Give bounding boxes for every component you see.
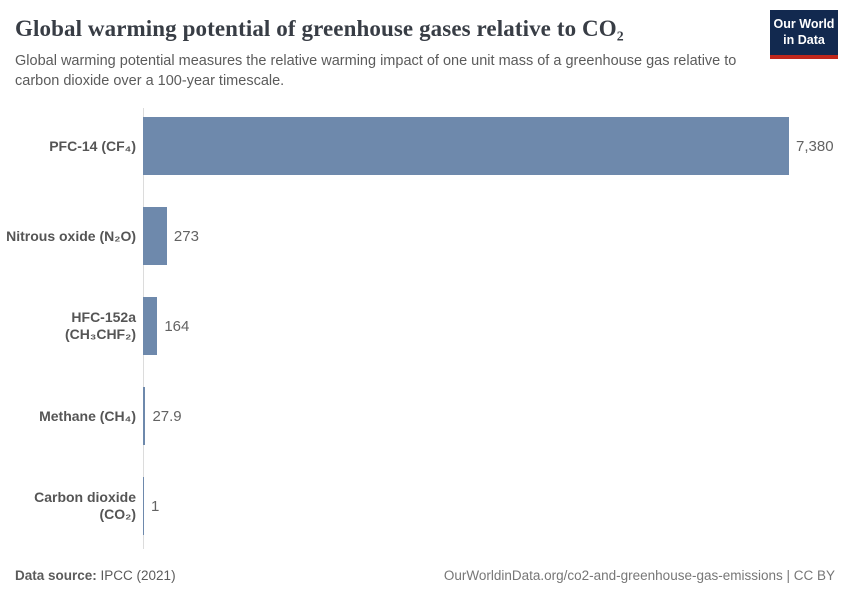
chart-header: Global warming potential of greenhouse g…: [0, 0, 850, 91]
bar-zone: 1: [143, 461, 850, 551]
data-source-value: IPCC (2021): [96, 568, 176, 583]
bar-row-carbon-dioxide: Carbon dioxide (CO₂) 1: [0, 461, 850, 551]
owid-logo[interactable]: Our World in Data: [770, 10, 838, 59]
value-label: 7,380: [796, 137, 834, 155]
category-label: PFC-14 (CF₄): [49, 137, 136, 154]
chart-footer: Data source: IPCC (2021) OurWorldinData.…: [0, 556, 850, 600]
value-label: 273: [173, 227, 199, 245]
bar-hfc152a[interactable]: [143, 297, 158, 355]
value-label: 164: [164, 317, 190, 335]
bar-row-methane: Methane (CH₄) 27.9: [0, 371, 850, 461]
category-label: Methane (CH₄): [39, 407, 136, 424]
value-label: 1: [151, 497, 160, 515]
attribution-link[interactable]: OurWorldinData.org/co2-and-greenhouse-ga…: [443, 568, 835, 583]
category-label: Carbon dioxide (CO₂): [34, 489, 136, 522]
bar-row-hfc152a: HFC-152a (CH₃CHF₂) 164: [0, 281, 850, 371]
chart-subtitle: Global warming potential measures the re…: [15, 53, 737, 89]
value-label: 27.9: [152, 407, 182, 425]
bar-row-nitrous-oxide: Nitrous oxide (N₂O) 273: [0, 191, 850, 281]
bar-zone: 273: [143, 191, 850, 281]
bar-carbon-dioxide[interactable]: [143, 477, 144, 535]
data-source: Data source: IPCC (2021): [15, 568, 176, 583]
bar-zone: 7,380: [143, 101, 850, 191]
bar-row-pfc14: PFC-14 (CF₄) 7,380: [0, 101, 850, 191]
bar-zone: 164: [143, 281, 850, 371]
bar-chart: PFC-14 (CF₄) 7,380 Nitrous oxide (N₂O) 2…: [0, 101, 850, 551]
category-label: HFC-152a (CH₃CHF₂): [64, 309, 136, 342]
owid-logo-line1: Our World: [773, 17, 835, 31]
bar-nitrous-oxide[interactable]: [143, 207, 167, 265]
category-label: Nitrous oxide (N₂O): [6, 227, 136, 244]
owid-logo-line2: in Data: [783, 33, 825, 48]
bar-pfc14[interactable]: [143, 117, 789, 175]
bar-methane[interactable]: [143, 387, 146, 445]
chart-title: Global warming potential of greenhouse g…: [15, 16, 624, 41]
data-source-label: Data source:: [15, 568, 97, 583]
bar-zone: 27.9: [143, 371, 850, 461]
